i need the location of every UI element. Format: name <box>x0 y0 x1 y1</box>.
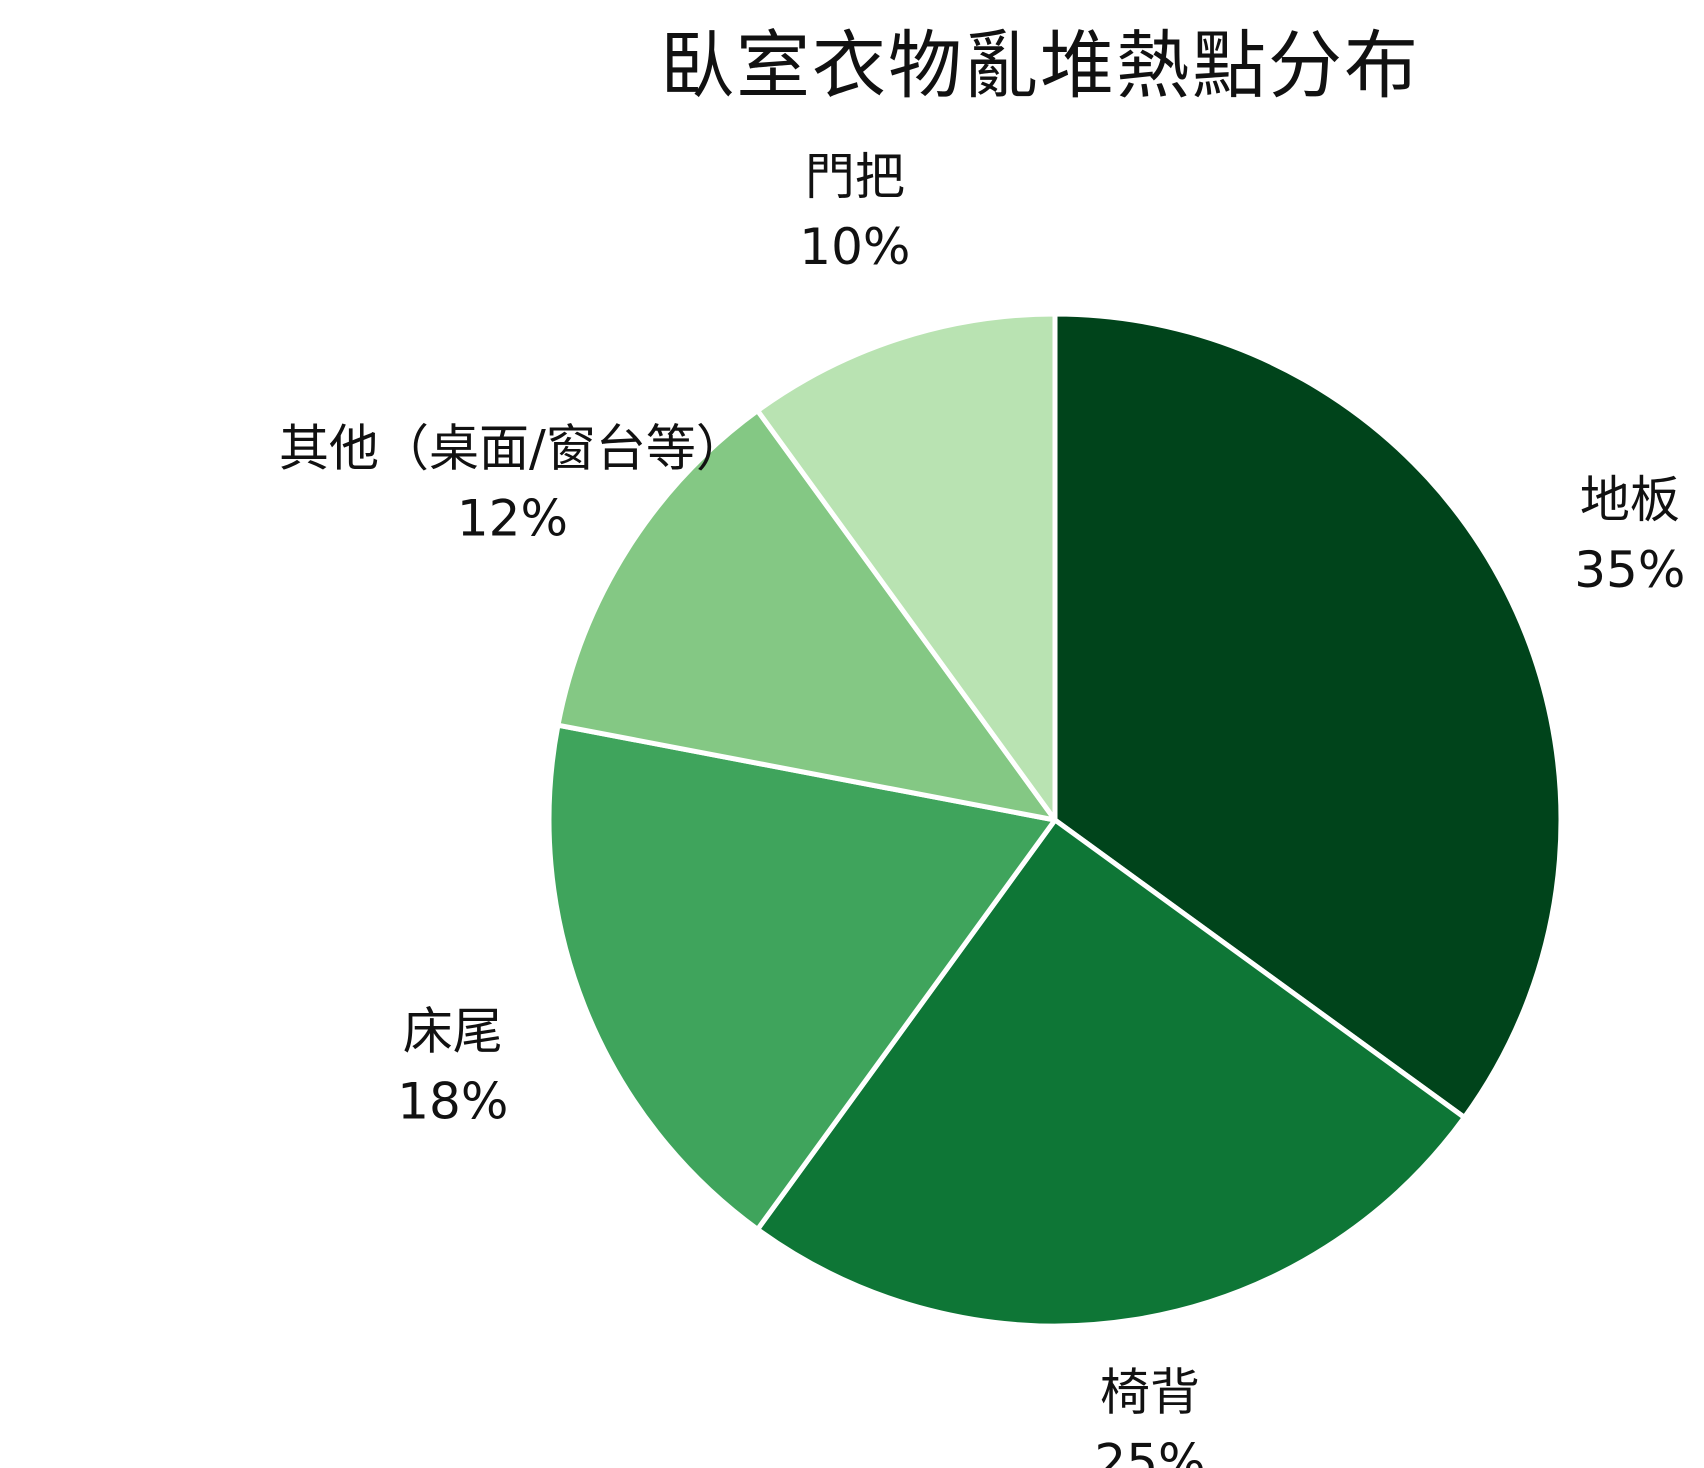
slice-label-3: 床尾 18% <box>397 1002 508 1130</box>
slice-label-4: 其他（桌面/窗台等） 12% <box>279 420 746 548</box>
chart-title: 臥室衣物亂堆熱點分布 <box>660 23 1420 109</box>
slice-category-label: 椅背 <box>1100 1364 1200 1422</box>
slice-percent-label: 12% <box>457 490 568 548</box>
pie-slice-4 <box>555 408 1058 823</box>
slice-label-1: 地板 35% <box>1574 471 1685 599</box>
pie-slice-1 <box>1052 311 1564 1120</box>
pie-labels: 地板 35% 椅背 25% 床尾 18% 其他（桌面/窗台等） 12% 門把 10% <box>279 148 1685 1468</box>
slice-label-2: 椅背 25% <box>1094 1364 1205 1468</box>
slice-percent-label: 10% <box>799 218 910 276</box>
slice-percent-label: 35% <box>1574 541 1685 599</box>
slice-category-label: 床尾 <box>403 1002 503 1060</box>
pie-slice-5 <box>755 311 1058 823</box>
pie-slices <box>546 311 1564 1329</box>
slice-percent-label: 25% <box>1094 1434 1205 1468</box>
slice-percent-label: 18% <box>397 1072 508 1130</box>
pie-slice-3 <box>546 722 1058 1232</box>
slice-category-label: 門把 <box>805 148 905 206</box>
slice-label-5: 門把 10% <box>799 148 910 276</box>
pie-slice-2 <box>755 817 1467 1329</box>
slice-category-label: 其他（桌面/窗台等） <box>279 420 746 478</box>
slice-category-label: 地板 <box>1580 471 1680 529</box>
